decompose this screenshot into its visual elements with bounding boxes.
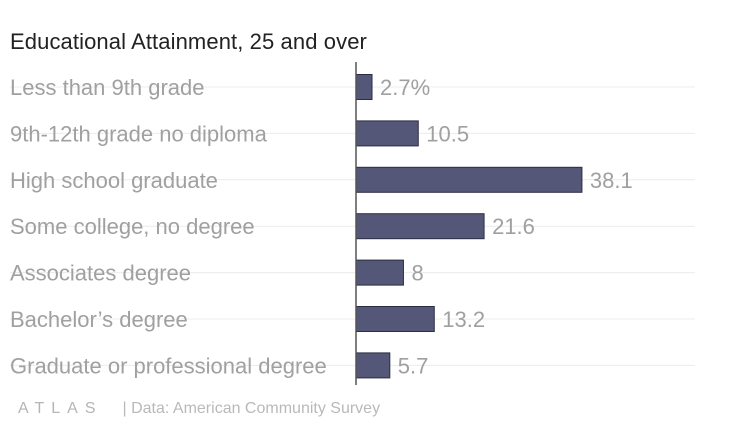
bar — [355, 352, 391, 379]
category-label: Some college, no degree — [10, 214, 255, 239]
chart-footer: ATLAS | Data: American Community Survey — [18, 398, 380, 420]
category-label: Bachelor’s degree — [10, 307, 188, 332]
bar — [355, 259, 404, 286]
source-note: | Data: American Community Survey — [122, 400, 381, 417]
category-label: Associates degree — [10, 261, 191, 286]
value-label: 21.6 — [492, 214, 535, 239]
atlas-logo: ATLAS — [18, 400, 103, 417]
bar — [355, 213, 485, 240]
bar — [355, 166, 583, 193]
value-label: 13.2 — [442, 307, 485, 332]
value-label: 5.7 — [398, 353, 429, 378]
category-label: Graduate or professional degree — [10, 353, 327, 378]
bar — [355, 74, 373, 100]
category-label: High school graduate — [10, 168, 218, 193]
value-label: 2.7% — [380, 75, 430, 100]
bar — [355, 120, 419, 147]
value-label: 10.5 — [426, 121, 469, 146]
value-label: 38.1 — [590, 168, 633, 193]
category-label: 9th-12th grade no diploma — [10, 121, 268, 146]
chart-title: Educational Attainment, 25 and over — [10, 29, 367, 54]
category-label: Less than 9th grade — [10, 75, 204, 100]
value-label: 8 — [411, 261, 423, 286]
bar — [355, 306, 435, 332]
